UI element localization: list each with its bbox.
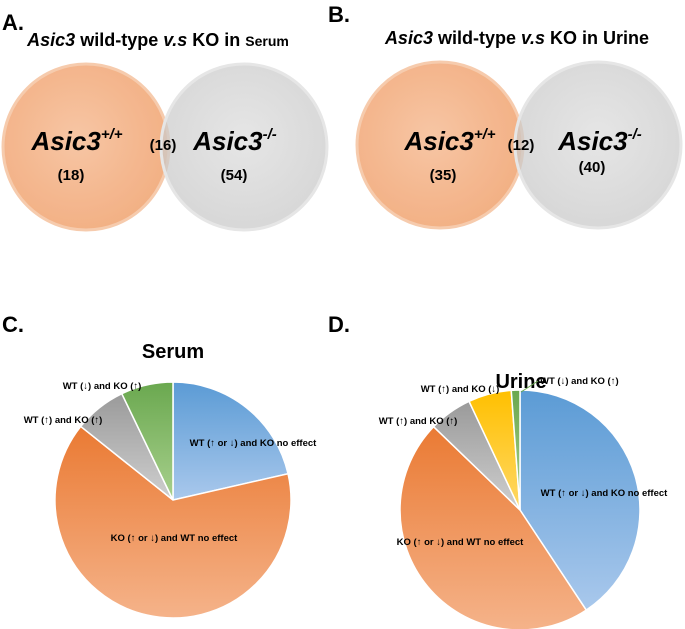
venn-a-title-gene: Asic3 (26, 30, 75, 50)
venn-b-title: Asic3 wild-type v.s KO in Urine (384, 28, 649, 48)
pie-c-slice-3 (120, 381, 174, 501)
pie-d-slice-4 (510, 389, 521, 511)
venn-b-overlap-count: (12) (508, 137, 535, 154)
panel-d-letter: D. (328, 312, 350, 337)
venn-b-title-vs: v.s (521, 28, 545, 48)
pie-c-slice-1 (54, 425, 292, 619)
pie-c-slice-0 (172, 381, 289, 501)
venn-a-left-count: (18) (58, 167, 85, 184)
venn-a-left-label: Asic3+/+ (30, 126, 122, 156)
panel-b-letter: B. (328, 2, 350, 27)
venn-b-right-circle (513, 60, 683, 230)
pie-c-label-2: WT (↑) and KO (↑) (24, 415, 103, 426)
venn-a-overlap-count: (16) (150, 137, 177, 154)
venn-b-right-count: (40) (579, 159, 606, 176)
panel-d: D. Urine WT (↑ or ↓) and KO no effect KO … (328, 312, 668, 629)
pie-d-label-2: WT (↑) and KO (↑) (379, 416, 458, 427)
venn-b-title-sample: Urine (603, 28, 649, 48)
venn-a-right-label: Asic3-/- (192, 126, 277, 156)
venn-b-title-gene: Asic3 (384, 28, 433, 48)
pie-c-labels: WT (↑ or ↓) and KO no effect KO (↑ or ↓) … (24, 381, 317, 544)
venn-a-title: Asic3 wild-type v.s KO in Serum (26, 30, 289, 50)
venn-a-right-circle (159, 62, 329, 232)
venn-a-title-vs: v.s (163, 30, 187, 50)
pie-c-title: Serum (142, 341, 204, 363)
venn-a-title-ko: KO in (187, 30, 245, 50)
pie-c-label-1: KO (↑ or ↓) and WT no effect (111, 533, 238, 544)
pie-d-leader-4 (520, 380, 539, 393)
pie-d-labels: WT (↑ or ↓) and KO no effect KO (↑ or ↓) … (379, 376, 668, 548)
panel-a-letter: A. (2, 10, 24, 35)
panel-c: C. Serum WT (↑ or ↓) and KO no effect KO … (2, 312, 317, 619)
pie-d-label-3: WT (↑) and KO (↓) (421, 384, 500, 395)
pie-d-title: Urine (495, 371, 546, 393)
venn-b-right-label: Asic3-/- (557, 126, 642, 156)
pie-c-label-3: WT (↓) and KO (↑) (63, 381, 142, 392)
pie-d-label-0: WT (↑ or ↓) and KO no effect (541, 488, 668, 499)
pie-d-label-1: KO (↑ or ↓) and WT no effect (397, 537, 524, 548)
pie-c-label-0: WT (↑ or ↓) and KO no effect (190, 438, 317, 449)
pie-c-slices (54, 381, 292, 619)
panel-b: B. Asic3 wild-type v.s KO in Urine Asic3… (328, 2, 683, 230)
panel-a: A. Asic3 wild-type v.s KO in Serum Asic3… (1, 10, 329, 232)
pie-d-slices (399, 389, 641, 629)
pie-d-slice-1 (399, 425, 588, 629)
venn-b-left-count: (35) (430, 167, 457, 184)
venn-a-right-count: (54) (221, 167, 248, 184)
venn-b-title-ko: KO in (545, 28, 603, 48)
venn-b-left-label: Asic3+/+ (403, 126, 495, 156)
venn-a-title-mid: wild-type (75, 30, 163, 50)
venn-b-title-mid: wild-type (433, 28, 521, 48)
venn-a-title-sample: Serum (245, 33, 289, 49)
panel-c-letter: C. (2, 312, 24, 337)
pie-d-label-4: WT (↓) and KO (↑) (540, 376, 619, 387)
